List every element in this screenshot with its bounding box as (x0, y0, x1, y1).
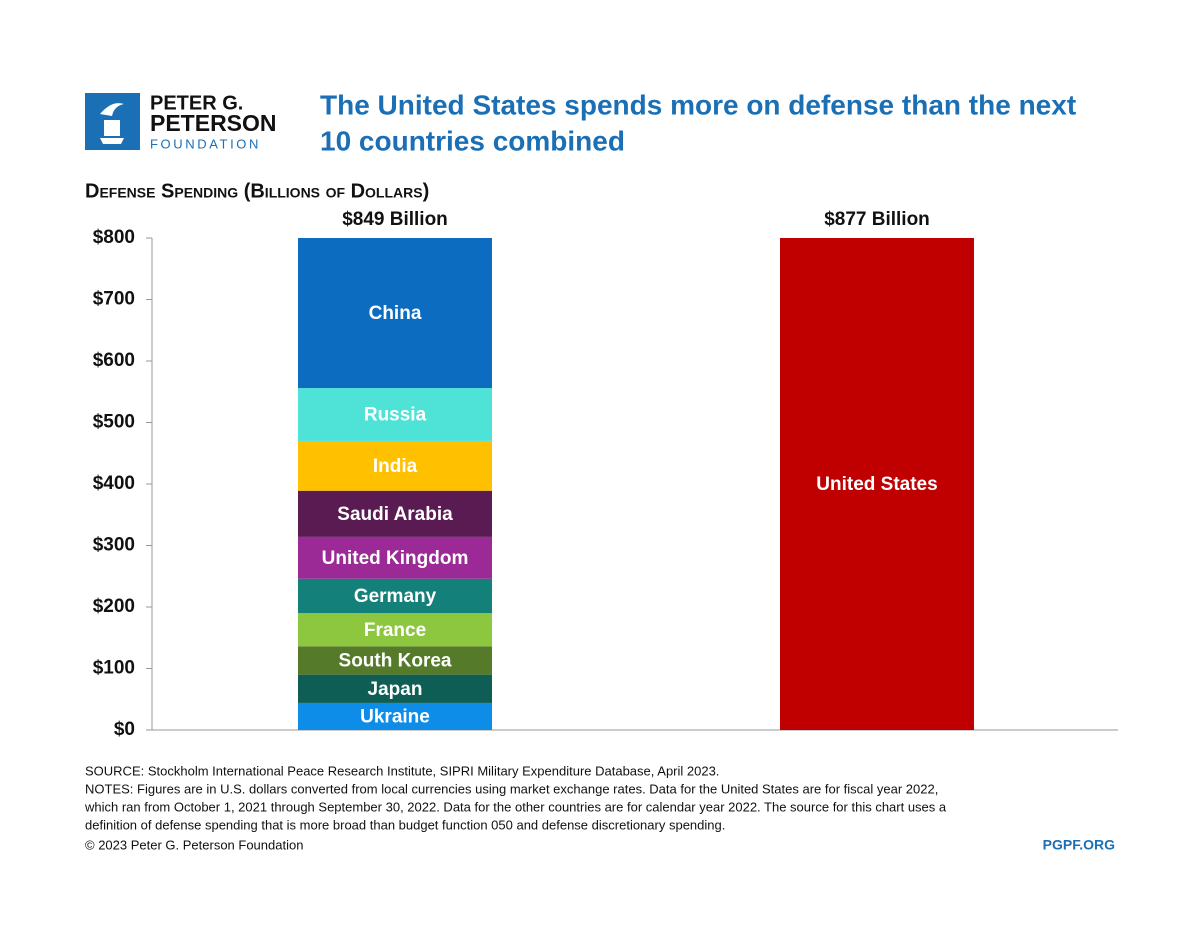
y-tick-label: $300 (93, 535, 135, 556)
logo-text: PETERSON (150, 110, 277, 136)
copyright: © 2023 Peter G. Peterson Foundation (85, 837, 303, 852)
logo-torch (100, 103, 124, 144)
segment-label: Ukraine (360, 706, 430, 727)
bars (298, 238, 974, 730)
logo-text: PETER G. (150, 92, 243, 114)
segment-label: India (373, 456, 418, 477)
notes: definition of defense spending that is m… (85, 817, 725, 832)
bar-segment (780, 238, 974, 730)
bar-segment (298, 388, 492, 441)
segment-label: Japan (368, 679, 423, 700)
y-tick-label: $800 (93, 227, 135, 248)
y-tick-label: $100 (93, 658, 135, 679)
axis-title: Defense Spending (Billions of Dollars) (85, 180, 429, 202)
bar-segment (298, 238, 492, 389)
y-tick-label: $700 (93, 289, 135, 310)
chart-subtitle: 10 countries combined (320, 125, 625, 156)
segment-label: Saudi Arabia (337, 504, 453, 525)
logo-text: FOUNDATION (150, 136, 261, 151)
y-tick-label: $500 (93, 412, 135, 433)
bar-segment (298, 674, 492, 703)
bar-segment (298, 578, 492, 614)
y-tick-label: $600 (93, 350, 135, 371)
segment-label: China (369, 303, 422, 324)
segment-label: Russia (364, 405, 427, 426)
logo: PETER G. PETERSON FOUNDATION (85, 92, 277, 151)
bar-segment (298, 440, 492, 491)
y-tick-label: $200 (93, 596, 135, 617)
segment-label: Germany (354, 586, 437, 607)
segment-label: France (364, 620, 426, 641)
notes: which ran from October 1, 2021 through S… (84, 799, 947, 814)
source: SOURCE: Stockholm International Peace Re… (85, 763, 719, 778)
bar-segment (298, 536, 492, 579)
segment-label: United States (816, 474, 937, 495)
notes: NOTES: Figures are in U.S. dollars conve… (85, 781, 938, 796)
chart-title: The United States spends more on defense… (320, 89, 1076, 120)
segment-label: United Kingdom (322, 548, 469, 569)
y-tick-label: $400 (93, 473, 135, 494)
total-label: $877 Billion (824, 209, 930, 230)
bar-segment (298, 702, 492, 730)
bar-segment (298, 613, 492, 647)
y-tick-label: $0 (114, 719, 135, 740)
bar-segment (298, 490, 492, 537)
url[interactable]: PGPF.ORG (1043, 837, 1115, 853)
bar-segment (298, 646, 492, 675)
segment-label: South Korea (339, 651, 452, 672)
total-label: $849 Billion (342, 209, 448, 230)
